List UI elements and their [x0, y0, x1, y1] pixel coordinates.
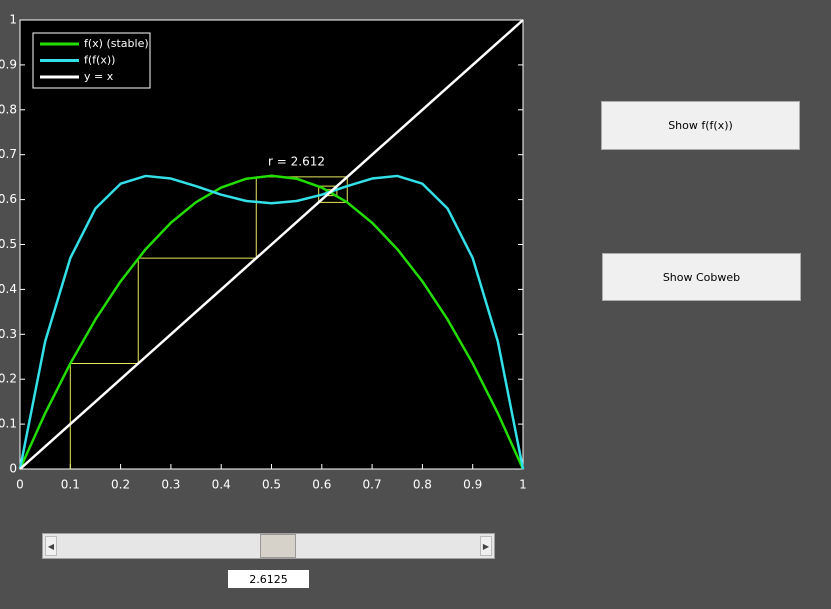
x-tick-label: 0: [16, 478, 24, 492]
show-ff-button[interactable]: Show f(f(x)): [601, 101, 800, 150]
x-tick-label: 0.4: [212, 478, 231, 492]
x-tick-label: 0.9: [463, 478, 482, 492]
y-tick-label: 0.5: [0, 237, 17, 251]
y-tick-label: 0.2: [0, 372, 17, 386]
legend-label: f(x) (stable): [84, 37, 149, 50]
slider-right-arrow[interactable]: ▶: [480, 536, 492, 556]
y-tick-label: 0.9: [0, 57, 17, 71]
x-tick-label: 0.7: [363, 478, 382, 492]
x-tick-label: 0.1: [61, 478, 80, 492]
x-tick-label: 0.5: [262, 478, 281, 492]
show-cobweb-button[interactable]: Show Cobweb: [602, 253, 801, 301]
x-tick-label: 0.6: [312, 478, 331, 492]
legend-label: f(f(x)): [84, 54, 115, 67]
series-line: [19, 19, 524, 470]
series-line: [18, 174, 525, 470]
y-tick-label: 1: [9, 13, 17, 27]
y-tick-label: 0.1: [0, 417, 17, 431]
y-tick-label: 0.6: [0, 192, 17, 206]
chart: 0 0.1 0.2 0.3 0.4 0.5 0.6 0.7 0.8 0.9 1 0 0.1 0.2 0.3 0…: [0, 13, 527, 492]
legend-label: y = x: [84, 70, 114, 83]
slider-thumb[interactable]: [260, 534, 296, 558]
y-tick-label: 0.8: [0, 102, 17, 116]
slider-left-arrow[interactable]: ◀: [45, 536, 57, 556]
y-tick-label: 0.7: [0, 147, 17, 161]
y-tick-label: 0.4: [0, 282, 17, 296]
x-tick-label: 1: [519, 478, 527, 492]
series-line: [18, 174, 525, 470]
r-slider[interactable]: ◀ ▶: [42, 533, 495, 559]
slider-value[interactable]: 2.6125: [228, 570, 309, 588]
annotation: r = 2.612: [268, 155, 325, 169]
x-tick-label: 0.8: [413, 478, 432, 492]
y-tick-label: 0: [9, 462, 17, 476]
y-tick-label: 0.3: [0, 327, 17, 341]
x-tick-label: 0.2: [111, 478, 130, 492]
x-tick-label: 0.3: [161, 478, 180, 492]
